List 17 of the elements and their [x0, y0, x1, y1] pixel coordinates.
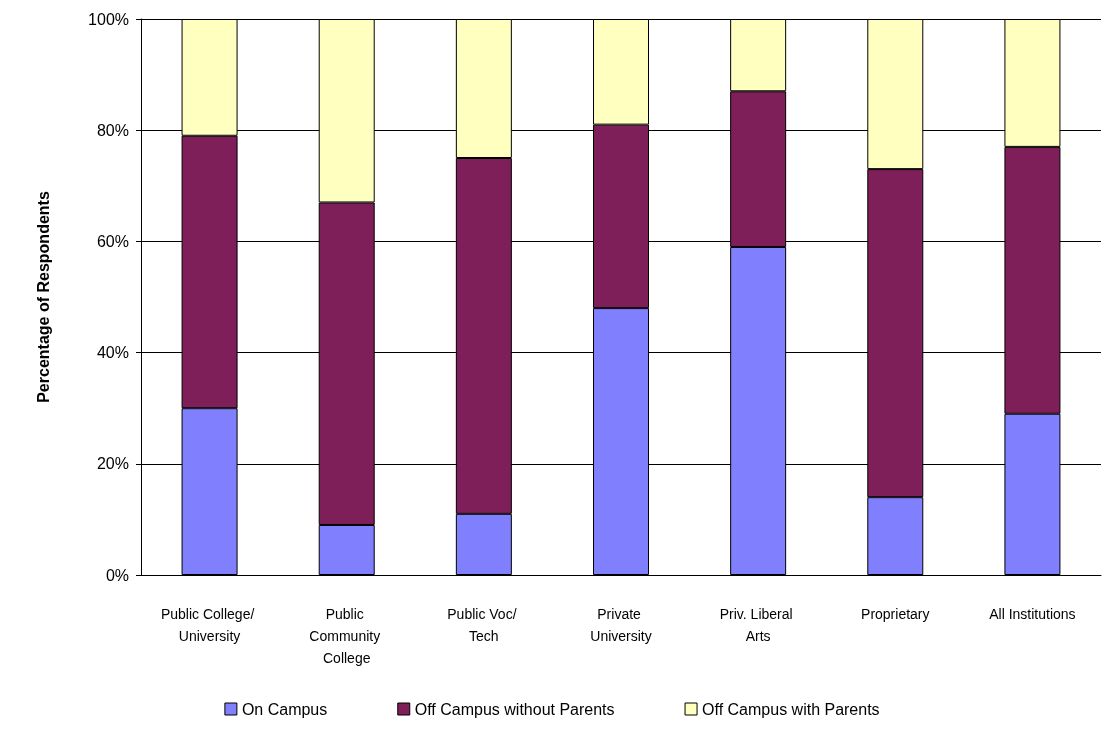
legend-label: On Campus: [241, 700, 328, 718]
y-tick-label: 60%: [96, 232, 129, 250]
y-axis-title: Percentage of Respondents: [34, 191, 52, 403]
x-tick-label: Priv. Liberal Arts: [719, 606, 797, 644]
x-tick-label: Private University: [590, 606, 652, 644]
x-tick-label: All Institutions: [989, 606, 1076, 622]
legend-label: Off Campus without Parents: [414, 700, 615, 718]
x-tick-label: Public Voc/ Tech: [447, 606, 521, 644]
y-tick-label: 0%: [105, 566, 129, 584]
y-tick-label: 20%: [96, 455, 129, 473]
x-tick-label: Public College/ University: [160, 606, 259, 644]
x-tick-label: Public Community College: [309, 606, 385, 666]
y-tick-label: 100%: [88, 10, 129, 28]
y-tick-label: 80%: [96, 121, 129, 139]
legend-label: Off Campus with Parents: [702, 700, 880, 718]
y-tick-label: 40%: [96, 344, 129, 362]
x-tick-label: Proprietary: [861, 606, 930, 622]
